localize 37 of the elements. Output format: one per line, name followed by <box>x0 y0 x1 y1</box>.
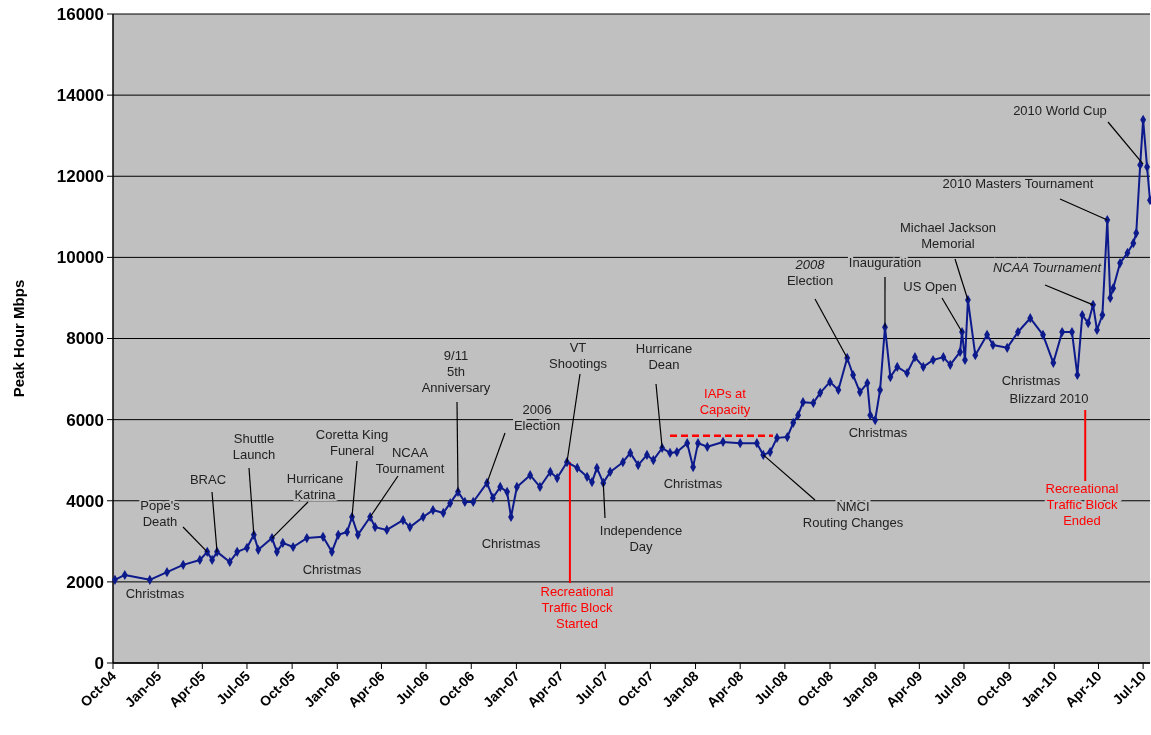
annotation: Hurricane Katrina <box>286 471 344 502</box>
annotation: Shuttle Launch <box>232 431 276 462</box>
annotation: Christmas <box>302 562 362 577</box>
y-tick-label: 12000 <box>56 167 104 187</box>
y-tick-label: 2000 <box>66 572 104 592</box>
y-tick-label: 8000 <box>66 329 104 349</box>
y-tick-label: 4000 <box>66 491 104 511</box>
ref-line-label: Recreational Traffic Block Ended <box>1045 481 1119 528</box>
annotation: Christmas <box>481 536 541 551</box>
y-tick-label: 16000 <box>56 4 104 24</box>
ref-line-label: IAPs at Capacity <box>699 386 751 417</box>
y-tick-label: 0 <box>94 653 104 673</box>
annotation: 2008 Election <box>786 257 834 288</box>
annotation: 2010 Masters Tournament <box>942 176 1094 191</box>
annotation: Inauguration <box>848 255 922 270</box>
y-tick-label: 14000 <box>56 86 104 106</box>
annotation: NCAA Tournament <box>992 260 1103 275</box>
annotation: Hurricane Dean <box>635 341 693 372</box>
ref-line-label: Recreational Traffic Block Started <box>540 584 614 631</box>
annotation: 9/11 5th Anniversary <box>421 348 491 395</box>
annotation: Blizzard 2010 <box>1009 391 1089 406</box>
annotation: Christmas <box>125 586 185 601</box>
y-tick-label: 10000 <box>56 248 104 268</box>
annotation: Independence Day <box>599 523 683 554</box>
annotation: 2010 World Cup <box>1013 103 1107 118</box>
annotation: Christmas <box>848 425 908 440</box>
y-tick-label: 6000 <box>66 410 104 430</box>
annotation: Christmas <box>663 476 723 491</box>
annotation: 2006 Election <box>513 402 561 433</box>
annotation: BRAC <box>189 472 227 487</box>
annotation: Christmas <box>1001 373 1061 388</box>
annotation: US Open <box>903 279 957 294</box>
annotation: NMCI Routing Changes <box>802 499 904 530</box>
annotation: VT Shootings <box>549 340 608 371</box>
y-axis-title: Peak Hour Mbps <box>10 279 27 398</box>
annotation: Michael Jackson Memorial <box>899 220 997 251</box>
annotation: Pope's Death <box>140 498 181 529</box>
